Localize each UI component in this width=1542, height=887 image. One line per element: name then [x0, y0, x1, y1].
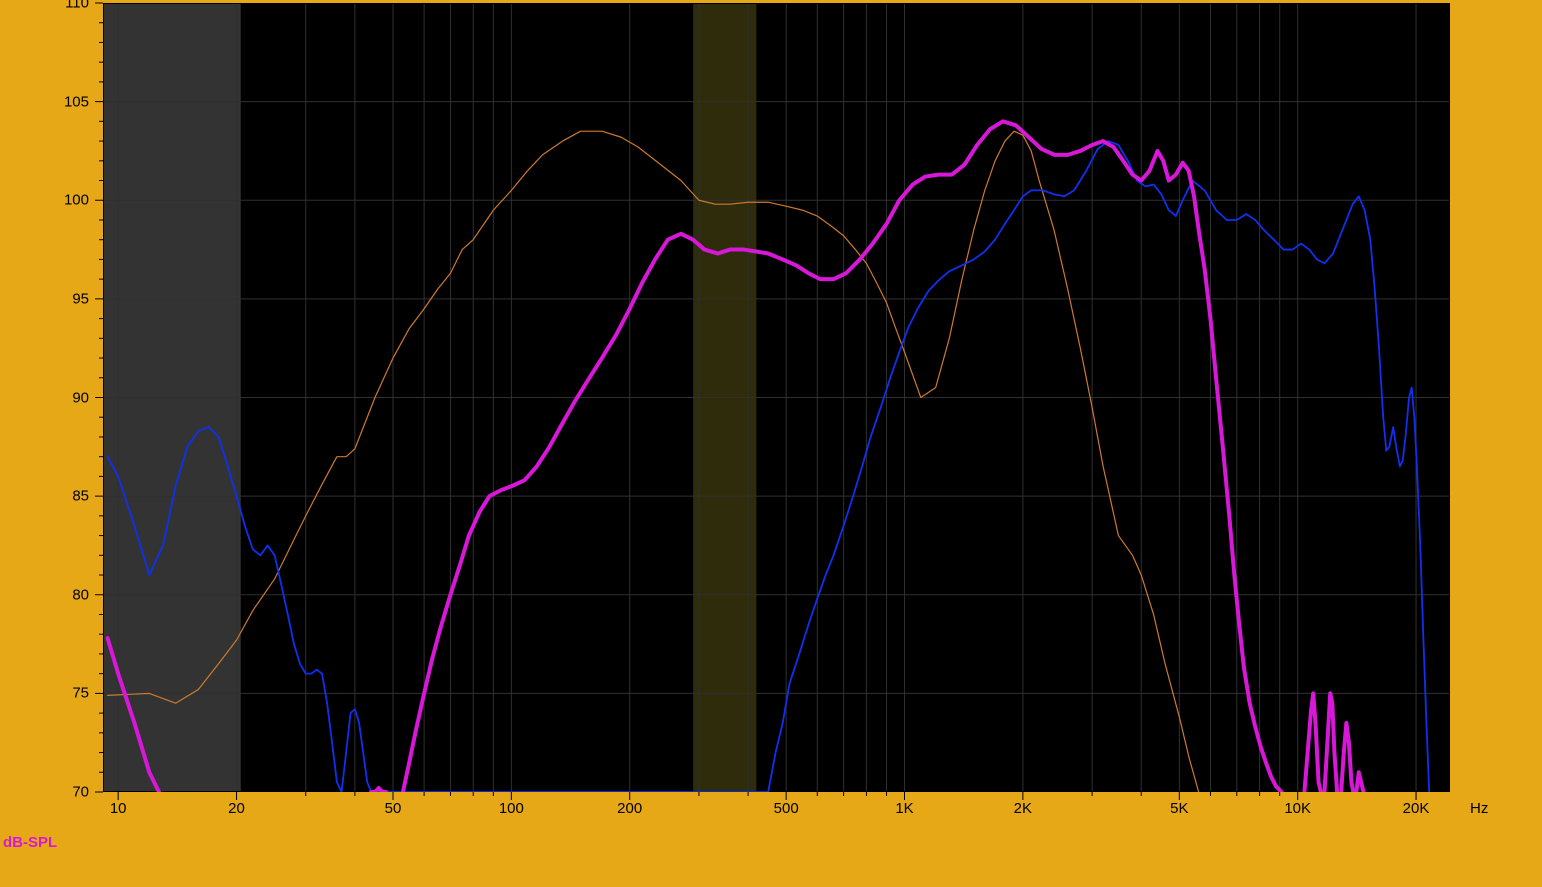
- y-tick-label: 80: [72, 586, 89, 603]
- y-tick-label: 70: [72, 784, 89, 801]
- series-magenta5: [1325, 693, 1338, 792]
- y-tick-label: 75: [72, 685, 89, 702]
- x-tick-label: 100: [499, 800, 524, 817]
- x-tick-label: 20: [228, 800, 245, 817]
- y-axis-title: dB-SPL: [3, 834, 57, 851]
- plot-area: [103, 3, 1450, 792]
- y-tick-label: 105: [64, 93, 89, 110]
- x-tick-label: 20K: [1403, 800, 1430, 817]
- x-tick-label: 1K: [895, 800, 913, 817]
- plot-svg: [103, 3, 1450, 792]
- y-tick-label: 100: [64, 192, 89, 209]
- y-axis-labels: 707580859095100105110: [0, 3, 89, 792]
- x-tick-label: 200: [617, 800, 642, 817]
- frequency-response-chart: 70 75 80 85 90 95 100 105 110 10 20 50 100 200 500 1K 2…: [0, 0, 1542, 887]
- x-tick-label: 500: [774, 800, 799, 817]
- x-tick-label: 5K: [1170, 800, 1188, 817]
- y-tick-label: 95: [72, 290, 89, 307]
- x-tick-label: 10: [110, 800, 127, 817]
- series-magenta7: [1356, 772, 1363, 792]
- series-magenta6: [1341, 723, 1353, 792]
- x-tick-label: 2K: [1014, 800, 1032, 817]
- x-axis-title: Hz: [1470, 800, 1488, 817]
- series-magenta3: [403, 121, 1282, 792]
- x-tick-label: 50: [385, 800, 402, 817]
- series-magenta4: [1304, 693, 1320, 792]
- y-tick-label: 85: [72, 488, 89, 505]
- x-tick-label: 10K: [1284, 800, 1311, 817]
- y-tick-label: 110: [65, 0, 89, 12]
- y-tick-label: 90: [72, 389, 89, 406]
